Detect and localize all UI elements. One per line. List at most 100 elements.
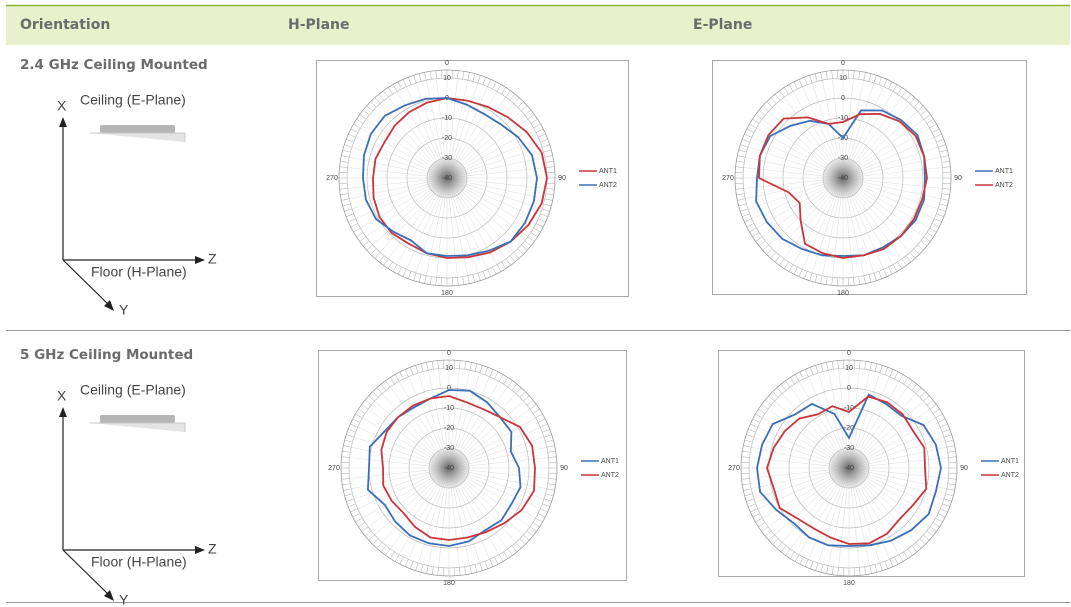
angle-tick — [343, 488, 352, 491]
angle-tick — [376, 542, 383, 549]
angle-tick — [359, 114, 367, 120]
angle-tick — [420, 363, 424, 372]
angle-tick — [749, 123, 757, 129]
angle-tick — [431, 566, 434, 575]
angle-tick — [410, 367, 414, 375]
angle-tick — [342, 483, 351, 486]
grid-ring — [822, 157, 864, 199]
angle-tick — [489, 369, 494, 377]
angle-tick — [942, 429, 950, 433]
angle-tick — [352, 418, 361, 423]
angle-tick — [344, 144, 352, 148]
angle-tick — [905, 255, 912, 263]
angle-tick — [533, 227, 541, 233]
angle-tick — [901, 90, 907, 98]
arrow — [195, 546, 205, 554]
angle-tick — [399, 371, 404, 380]
angle-tick — [768, 534, 775, 541]
angle-tick — [521, 105, 528, 112]
angle-tick — [804, 559, 809, 567]
angle-tick — [820, 72, 823, 81]
grid-ring — [808, 427, 890, 509]
angle-tick — [339, 166, 348, 168]
angle-tick — [946, 445, 955, 448]
angle-tick — [532, 522, 540, 528]
axis-label: Y — [119, 302, 129, 318]
axis-label: Y — [119, 592, 129, 607]
angle-tick — [372, 538, 379, 545]
angle-tick — [477, 75, 481, 83]
angle-tick — [938, 208, 946, 212]
angle-tick — [888, 81, 893, 90]
angle-tick — [358, 408, 366, 414]
angle-tick — [533, 123, 541, 129]
r-tick-label: -10 — [442, 115, 452, 122]
angle-tick — [935, 517, 943, 523]
angle-tick — [341, 155, 350, 158]
angle-tick — [879, 365, 883, 373]
angle-tick — [746, 223, 755, 228]
angle-tick — [798, 269, 803, 277]
angle-tick — [755, 114, 763, 120]
r-tick-label: -30 — [844, 445, 854, 452]
angle-label: 90 — [954, 175, 962, 182]
angle-tick — [385, 548, 391, 556]
r-tick-label: 0 — [447, 385, 451, 392]
angle-tick — [376, 387, 383, 394]
angle-tick — [789, 551, 795, 559]
angle-tick — [472, 274, 476, 283]
angle-tick — [869, 362, 872, 371]
angle-tick — [519, 391, 526, 398]
angle-tick — [526, 399, 534, 406]
r-tick-label: -10 — [838, 115, 848, 122]
angle-tick — [831, 277, 833, 286]
angle-tick — [505, 258, 511, 266]
angle-tick — [748, 429, 756, 433]
angle-tick — [426, 362, 429, 371]
r-tick-label: -20 — [444, 425, 454, 432]
angle-tick — [776, 387, 783, 394]
device-top — [100, 415, 175, 423]
angle-tick — [736, 160, 745, 163]
angle-tick — [424, 275, 427, 284]
angle-tick — [945, 439, 954, 443]
angle-tick — [545, 160, 554, 163]
angle-tick — [785, 380, 791, 388]
angle-tick — [931, 223, 940, 228]
axis-label: Floor (H-Plane) — [91, 264, 187, 280]
angle-tick — [496, 264, 502, 272]
angle-tick — [903, 377, 909, 385]
legend-label: ANT1 — [601, 458, 619, 465]
angle-tick — [762, 105, 769, 112]
angle-tick — [542, 503, 550, 507]
angle-tick — [366, 244, 373, 251]
angle-tick — [863, 72, 866, 81]
angle-tick — [774, 255, 781, 263]
angle-tick — [540, 213, 548, 217]
angle-tick — [864, 566, 867, 575]
angle-tick — [799, 371, 804, 380]
column-header: Orientation — [20, 17, 110, 33]
angle-tick — [544, 155, 553, 158]
angle-tick — [937, 513, 946, 518]
angle-tick — [920, 240, 928, 247]
angle-tick — [770, 97, 777, 104]
angle-tick — [524, 109, 532, 116]
angle-tick — [941, 160, 950, 163]
angle-tick — [397, 81, 402, 90]
r-tick-label: 0 — [847, 385, 851, 392]
pattern-line — [372, 97, 548, 259]
angle-tick — [358, 522, 366, 528]
angle-tick — [888, 266, 893, 275]
angle-tick — [794, 554, 800, 562]
angle-tick — [897, 87, 903, 95]
angle-tick — [941, 193, 950, 196]
angle-tick — [482, 77, 486, 85]
angle-tick — [346, 498, 354, 502]
legend-label: ANT2 — [599, 182, 617, 189]
angle-tick — [766, 101, 773, 108]
angle-tick — [752, 513, 761, 518]
angle-tick — [494, 371, 499, 380]
r-tick-label: -10 — [444, 405, 454, 412]
angle-tick — [923, 395, 930, 402]
